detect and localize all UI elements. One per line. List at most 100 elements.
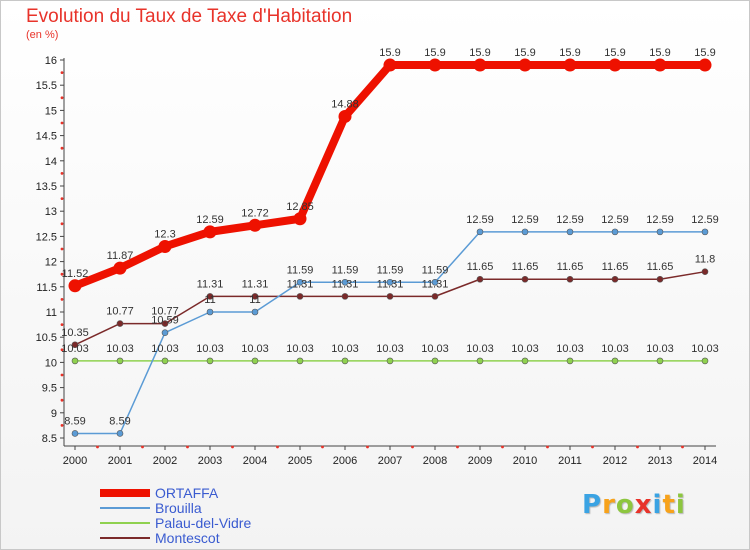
- data-label: 10.35: [61, 327, 89, 339]
- data-point: [383, 58, 397, 72]
- data-label: 11.59: [422, 264, 449, 276]
- data-point: [296, 357, 304, 365]
- logo-letter: x: [634, 490, 653, 520]
- data-point: [566, 357, 574, 365]
- y-minor-tick: [60, 121, 64, 125]
- data-point: [701, 228, 709, 236]
- y-minor-tick: [60, 323, 64, 326]
- data-point: [518, 58, 532, 72]
- data-label: 11.65: [557, 261, 584, 273]
- data-label: 10.03: [421, 343, 449, 355]
- y-tick-label: 13: [45, 206, 57, 218]
- x-minor-tick: [546, 445, 549, 449]
- data-point: [116, 430, 124, 437]
- x-tick-label: 2005: [288, 455, 312, 467]
- data-point: [386, 357, 394, 365]
- x-tick-label: 2002: [153, 455, 177, 467]
- y-tick-label: 14.5: [36, 131, 57, 143]
- data-label: 11.59: [377, 264, 404, 276]
- data-label: 10.03: [646, 343, 674, 355]
- data-point: [203, 225, 217, 239]
- data-point: [521, 357, 529, 365]
- x-tick-label: 2013: [648, 455, 672, 467]
- x-minor-tick: [231, 445, 234, 449]
- data-point: [611, 228, 619, 236]
- data-label: 11.31: [197, 278, 224, 290]
- data-point: [296, 278, 304, 286]
- data-label: 11.65: [467, 261, 494, 273]
- y-minor-tick: [60, 373, 64, 377]
- data-label: 12.59: [511, 214, 539, 226]
- data-point: [158, 239, 172, 253]
- x-tick-label: 2014: [693, 455, 717, 467]
- data-point: [476, 228, 484, 236]
- data-point: [698, 58, 712, 72]
- legend-entry: Montescot: [155, 530, 220, 546]
- logo-letter: o: [615, 490, 635, 520]
- series-layer: [68, 58, 712, 437]
- data-label: 10.03: [151, 343, 179, 355]
- data-point: [251, 357, 259, 365]
- data-point: [206, 357, 214, 365]
- x-minor-tick: [96, 445, 99, 449]
- data-label: 10.77: [151, 306, 179, 318]
- x-minor-tick: [411, 445, 414, 449]
- data-point: [251, 293, 259, 300]
- data-label: 12.3: [154, 228, 175, 240]
- data-point: [206, 308, 214, 316]
- y-tick-label: 8.5: [42, 433, 57, 445]
- data-label: 12.72: [241, 207, 269, 219]
- data-point: [473, 58, 487, 72]
- x-minor-tick: [591, 445, 594, 449]
- x-tick-label: 2004: [243, 455, 267, 467]
- x-tick-label: 2001: [108, 455, 132, 467]
- y-tick-label: 14: [45, 156, 57, 168]
- x-tick-label: 2009: [468, 455, 492, 467]
- data-point: [611, 357, 619, 365]
- y-minor-tick: [60, 298, 64, 301]
- data-label: 10.03: [601, 343, 629, 355]
- data-point: [431, 357, 439, 365]
- data-label: 10.59: [151, 315, 179, 327]
- data-point: [161, 329, 169, 336]
- data-point: [566, 275, 574, 283]
- data-label: 11.31: [287, 278, 314, 290]
- data-label: 10.03: [286, 343, 314, 355]
- data-point: [701, 357, 709, 365]
- x-tick-label: 2008: [423, 455, 447, 467]
- data-point: [521, 275, 529, 283]
- x-minor-tick: [186, 445, 189, 449]
- data-point: [608, 58, 622, 72]
- x-tick-label: 2000: [63, 455, 87, 467]
- data-label: 15.9: [424, 47, 445, 59]
- x-minor-tick: [456, 445, 459, 449]
- data-point: [656, 275, 664, 283]
- logo-letter: P: [582, 490, 603, 520]
- y-tick-label: 10: [45, 357, 57, 369]
- data-point: [161, 320, 169, 327]
- y-minor-tick: [60, 348, 64, 352]
- logo-letter: i: [675, 490, 686, 520]
- x-minor-tick: [276, 445, 279, 449]
- data-labels: 11.52 11.87 12.3 12.59 12.72 12.85 14.88 15.9 15…: [61, 47, 719, 427]
- y-minor-tick: [60, 197, 64, 201]
- data-label: 14.88: [331, 98, 359, 110]
- data-point: [341, 278, 349, 286]
- x-tick-label: 2003: [198, 455, 222, 467]
- data-label: 8.59: [64, 415, 85, 427]
- data-point: [338, 109, 352, 123]
- proxiti-logo: Proxiti: [582, 490, 686, 520]
- data-label: 8.59: [109, 415, 130, 427]
- data-point: [476, 275, 484, 283]
- x-minor-tick: [321, 445, 324, 449]
- data-label: 12.85: [286, 201, 314, 213]
- data-label: 10.03: [556, 343, 584, 355]
- axes: 8.599.51010.51111.51212.51313.51414.5151…: [36, 55, 718, 467]
- data-point: [116, 320, 124, 327]
- data-label: 11: [249, 294, 260, 306]
- data-point: [161, 357, 169, 365]
- data-label: 11.52: [62, 268, 89, 280]
- data-label: 10.03: [466, 343, 494, 355]
